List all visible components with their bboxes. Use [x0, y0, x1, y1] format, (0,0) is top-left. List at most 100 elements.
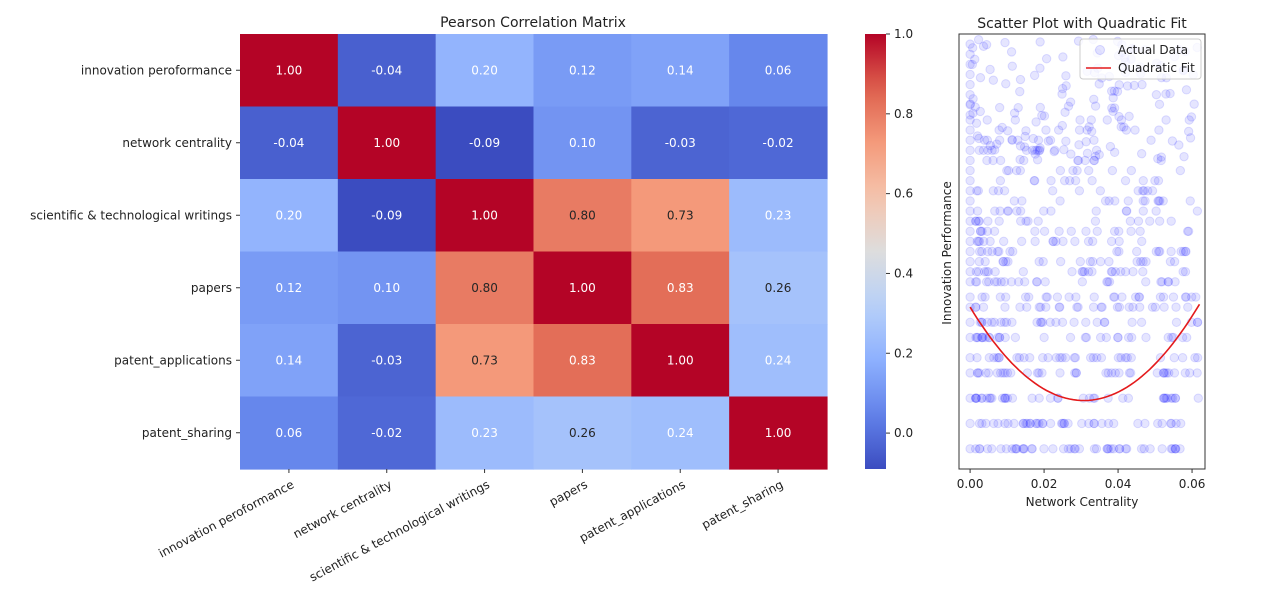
scatter-point	[1029, 70, 1040, 81]
scatter-point	[1160, 368, 1170, 378]
scatter-point	[1180, 292, 1191, 302]
scatter-point	[1002, 165, 1012, 176]
scatter-point	[1074, 186, 1085, 196]
scatter-point	[1161, 89, 1171, 99]
scatter-point	[976, 332, 987, 343]
scatter-point	[1089, 155, 1099, 166]
scatter-point	[1061, 71, 1071, 81]
scatter-point	[982, 393, 992, 403]
scatter-point	[1114, 80, 1124, 90]
scatter-point	[1032, 368, 1043, 378]
scatter-point	[1086, 115, 1096, 125]
scatter-point	[1000, 332, 1010, 343]
scatter-point	[968, 94, 978, 104]
scatter-point	[1055, 196, 1065, 206]
scatter-point	[967, 59, 977, 70]
scatter-point	[1048, 236, 1058, 247]
scatter-point	[974, 216, 984, 226]
heatmap-col-label: scientific & technological writings	[307, 477, 492, 584]
heatmap-col-label: network centrality	[291, 477, 394, 541]
scatter-point	[970, 102, 980, 112]
scatter-x-tick-label: 0.04	[1105, 477, 1132, 491]
scatter-point	[1106, 444, 1116, 454]
scatter-point	[1070, 236, 1080, 247]
scatter-point	[1176, 246, 1186, 257]
scatter-point	[974, 444, 985, 454]
scatter-point	[1013, 102, 1023, 113]
colorbar-tick-label: 0.8	[894, 107, 913, 121]
scatter-point	[1126, 353, 1136, 363]
scatter-point	[1121, 206, 1132, 216]
scatter-point	[1136, 149, 1147, 159]
scatter-point	[1179, 151, 1189, 162]
scatter-point	[1009, 196, 1020, 206]
scatter-point	[1091, 145, 1102, 156]
scatter-point	[965, 267, 975, 277]
scatter-point	[1153, 175, 1164, 186]
scatter-point	[972, 368, 983, 378]
scatter-point	[1021, 216, 1031, 226]
scatter-point	[994, 246, 1004, 257]
scatter-point	[995, 368, 1006, 378]
scatter-point	[1070, 175, 1081, 186]
heatmap-cell-value: 0.06	[765, 63, 792, 77]
scatter-y-label: Innovation Performance	[940, 181, 954, 324]
scatter-point	[1191, 292, 1201, 302]
scatter-point	[1154, 99, 1165, 110]
scatter-point	[972, 332, 982, 343]
scatter-point	[1038, 256, 1048, 267]
scatter-point	[1021, 418, 1031, 429]
heatmap-cell	[435, 106, 535, 180]
scatter-point	[1119, 122, 1129, 132]
scatter-point	[1099, 317, 1110, 328]
scatter-point	[1032, 155, 1043, 165]
scatter-point	[1130, 292, 1141, 302]
scatter-point	[970, 277, 981, 287]
scatter-point	[965, 246, 975, 257]
scatter-point	[1157, 444, 1167, 454]
scatter-point	[1146, 135, 1156, 145]
scatter-point	[1035, 63, 1045, 73]
scatter-point	[1000, 393, 1010, 403]
scatter-point	[1035, 145, 1045, 155]
scatter-point	[1025, 418, 1036, 429]
scatter-point	[990, 206, 1000, 216]
scatter-point	[1092, 317, 1102, 328]
scatter-point	[981, 418, 991, 429]
heatmap-cell-value: 0.12	[569, 63, 596, 77]
scatter-point	[1180, 267, 1191, 277]
scatter-point	[996, 444, 1006, 454]
scatter-point	[1060, 107, 1070, 117]
scatter-point	[965, 332, 975, 343]
scatter-point	[1152, 368, 1162, 378]
scatter-point	[1104, 256, 1114, 267]
scatter-point	[1010, 444, 1020, 454]
heatmap-cell	[240, 324, 339, 398]
scatter-point	[1003, 126, 1013, 136]
heatmap-cell-value: -0.04	[273, 136, 304, 150]
scatter-point	[971, 118, 982, 128]
scatter-point	[1084, 165, 1094, 176]
scatter-point	[1071, 292, 1081, 302]
scatter-point	[1015, 86, 1025, 97]
scatter-point	[977, 393, 987, 403]
scatter-point	[977, 418, 987, 429]
scatter-point	[1109, 103, 1120, 113]
scatter-point	[971, 302, 981, 312]
heatmap-row-label: scientific & technological writings	[30, 208, 232, 222]
scatter-point	[1007, 317, 1017, 328]
scatter-point	[982, 267, 992, 277]
scatter-point	[1034, 146, 1044, 156]
scatter-point	[1017, 196, 1027, 206]
scatter-point	[1183, 226, 1194, 236]
scatter-point	[1075, 115, 1085, 125]
scatter-point	[974, 133, 984, 144]
heatmap-cell-value: 0.06	[276, 426, 303, 440]
scatter-point	[1170, 444, 1181, 454]
scatter-point	[1035, 37, 1045, 47]
scatter-point	[990, 277, 1000, 287]
scatter-point	[1157, 418, 1167, 429]
scatter-point	[1037, 353, 1048, 363]
quadratic-fit-line	[969, 303, 1201, 402]
